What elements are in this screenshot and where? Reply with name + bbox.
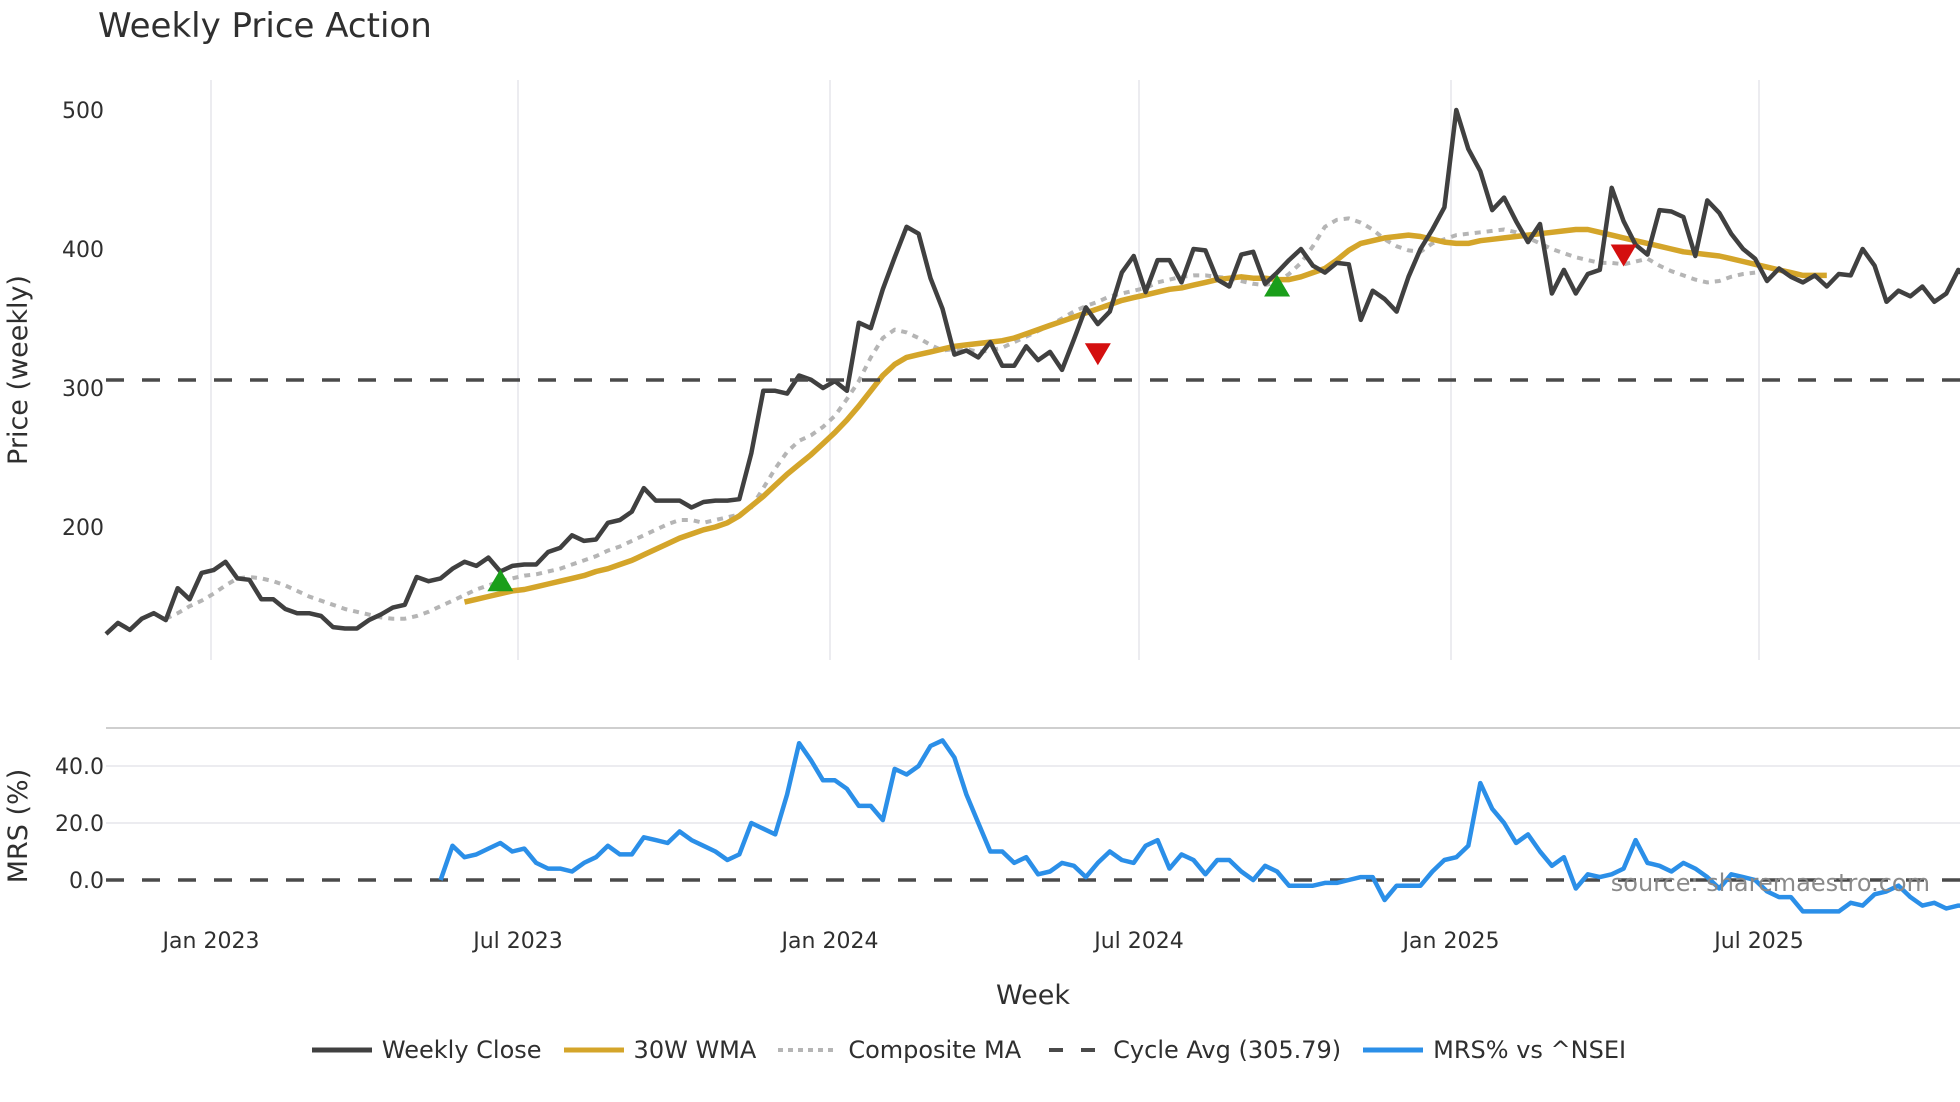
legend-swatch-solid-gold [563,1047,624,1053]
legend-label: Weekly Close [381,1036,542,1064]
x-axis: Jan 2023 Jul 2023 Jan 2024 Jul 2024 Jan 2025… [161,929,1804,954]
mrs-tick-label: 20.0 [55,812,104,837]
price-y-axis-title: Price (weekly) [3,275,34,465]
mrs-horizontal-gridlines [106,765,1960,824]
series-composite-ma [164,216,1756,621]
x-tick-label: Jul 2025 [1712,929,1804,954]
buy-signal-triangle-up-icon [1264,274,1291,297]
x-axis-title: Week [996,980,1070,1011]
x-tick-label: Jan 2023 [161,929,260,954]
series-weekly-close [104,107,1960,636]
x-tick-label: Jul 2023 [471,929,563,954]
buy-signal-triangle-up-icon [487,569,514,592]
mrs-tick-label: 0.0 [69,869,104,894]
series-layer [104,107,1960,914]
legend-swatch-dashed-dark [1049,1048,1104,1052]
legend-swatch-dotted-gray [778,1048,839,1052]
price-tick-label: 400 [62,238,104,263]
sell-signal-triangle-down-icon [1610,244,1637,267]
price-y-axis: 200 300 400 500 [62,99,104,541]
x-tick-label: Jan 2024 [780,929,879,954]
legend-label: Cycle Avg (305.79) [1113,1036,1342,1064]
mrs-y-axis: 0.0 20.0 40.0 [55,755,104,894]
legend-swatch-solid-dark [311,1047,372,1053]
price-tick-label: 200 [62,516,104,541]
series-30w-wma [463,226,1827,605]
signal-markers [487,244,1637,592]
mrs-y-axis-title: MRS (%) [3,769,34,884]
legend-item-composite-ma[interactable]: Composite MA [778,1036,1021,1064]
legend-item-weekly-close[interactable]: Weekly Close [311,1036,542,1064]
price-tick-label: 500 [62,99,104,124]
legend: Weekly Close 30W WMA Composite MA Cycle … [0,1036,1960,1064]
chart-title: Weekly Price Action [98,6,432,46]
vertical-gridlines [210,80,1760,660]
price-tick-label: 300 [62,377,104,402]
x-tick-label: Jul 2024 [1092,929,1184,954]
watermark: source: sharemaestro.com [1611,869,1930,897]
legend-label: 30W WMA [633,1036,757,1064]
mrs-tick-label: 40.0 [55,755,104,780]
legend-swatch-solid-blue [1363,1047,1424,1053]
legend-item-30w-wma[interactable]: 30W WMA [563,1036,757,1064]
legend-item-mrs[interactable]: MRS% vs ^NSEI [1363,1036,1626,1064]
legend-label: Composite MA [848,1036,1022,1064]
legend-item-cycle-avg[interactable]: Cycle Avg (305.79) [1043,1036,1341,1064]
legend-label: MRS% vs ^NSEI [1433,1036,1627,1064]
x-tick-label: Jan 2025 [1401,929,1500,954]
series-mrs-vs-nsei [438,738,1960,914]
sell-signal-triangle-down-icon [1084,343,1111,366]
